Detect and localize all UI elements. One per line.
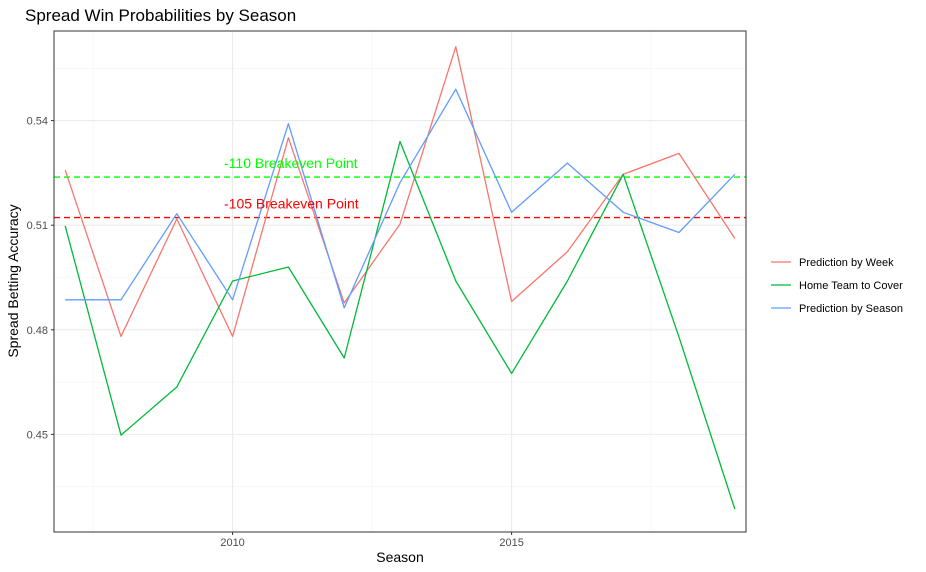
- reference-labels: -110 Breakeven Point -105 Breakeven Point: [224, 155, 359, 211]
- x-axis-title: Season: [376, 549, 423, 565]
- legend-label-prediction-by-season: Prediction by Season: [799, 303, 903, 315]
- y-axis-title: Spread Betting Accuracy: [5, 204, 21, 357]
- series-line-prediction-by-season: [65, 88, 736, 309]
- plot-border: [53, 30, 747, 533]
- x-axis-ticks: 2010 2015: [220, 532, 524, 549]
- minor-gridlines: [54, 31, 746, 532]
- x-tick-label: 2010: [220, 537, 244, 549]
- legend: Prediction by Week Home Team to Cover Pred…: [771, 257, 903, 315]
- y-tick-label: 0.51: [27, 220, 48, 232]
- y-axis-ticks: 0.45 0.48 0.51 0.54: [27, 116, 54, 441]
- x-tick-label: 2015: [499, 537, 523, 549]
- y-tick-label: 0.54: [27, 116, 48, 128]
- plot-panel: [54, 31, 746, 532]
- series-line-home-team-to-cover: [64, 140, 736, 510]
- reference-label-105-breakeven-point: -105 Breakeven Point: [224, 196, 359, 212]
- reference-label-110-breakeven-point: -110 Breakeven Point: [224, 155, 358, 171]
- legend-label-home-team-to-cover: Home Team to Cover: [799, 280, 903, 292]
- reference-lines: [54, 176, 746, 219]
- y-tick-label: 0.48: [27, 325, 48, 337]
- series-lines: [64, 46, 736, 510]
- chart-title: Spread Win Probabilities by Season: [25, 6, 296, 25]
- legend-label-prediction-by-week: Prediction by Week: [799, 257, 894, 269]
- y-tick-label: 0.45: [27, 429, 48, 441]
